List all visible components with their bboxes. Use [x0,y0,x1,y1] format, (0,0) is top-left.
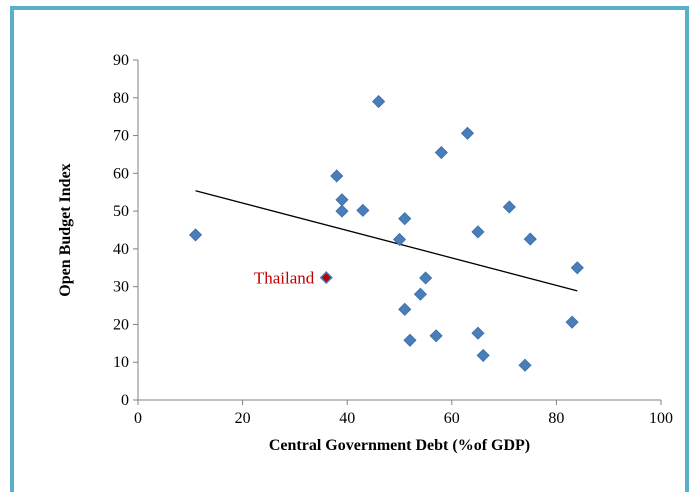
y-tick-label: 0 [121,392,129,409]
data-point [330,169,344,183]
y-tick-label: 30 [113,279,129,296]
data-point [372,94,386,109]
x-tick-label: 20 [235,410,251,427]
points-group [188,94,584,372]
data-point [523,232,537,246]
data-point [434,145,448,160]
y-tick-label: 60 [113,165,129,182]
data-point [403,333,417,347]
data-point [356,203,370,217]
y-axis-title: Open Budget Index [57,163,74,296]
data-point [398,212,412,226]
data-point [392,232,407,247]
x-tick-label: 0 [134,410,142,427]
thailand-label: Thailand [254,269,315,288]
data-point [570,261,584,275]
x-axis-title: Central Government Debt (%of GDP) [269,437,530,454]
y-tick-label: 80 [113,90,129,107]
y-tick-label: 20 [113,316,129,333]
data-point [335,204,349,218]
x-tick-label: 60 [444,410,460,427]
y-tick-label: 10 [113,354,129,371]
data-point [419,271,433,285]
trendline-group [195,190,578,292]
data-point [188,228,203,242]
y-tick-label: 90 [113,52,129,69]
data-point [471,326,485,340]
axes: 0 10 20 30 40 50 60 70 80 90 0 20 40 60 80 100 [113,52,673,427]
data-point [518,358,532,372]
data-point [413,287,427,301]
data-point [398,302,412,316]
x-tick-label: 100 [649,410,673,427]
y-tick-label: 70 [113,128,129,145]
data-point [471,225,485,239]
y-tick-label: 50 [113,203,129,220]
x-tick-label: 80 [548,410,564,427]
data-point [429,329,443,343]
thailand-point [319,271,333,285]
scatter-chart: 0 10 20 30 40 50 60 70 80 90 0 20 40 60 80 100 Central … [57,52,673,454]
data-point [502,200,516,214]
trendline [195,190,578,292]
data-point [565,315,579,329]
data-point [335,193,349,207]
chart-frame: 0 10 20 30 40 50 60 70 80 90 0 20 40 60 80 100 Central … [10,6,689,492]
y-tick-label: 40 [113,241,129,258]
data-point [476,348,490,362]
data-point [460,126,475,140]
x-tick-label: 40 [339,410,355,427]
